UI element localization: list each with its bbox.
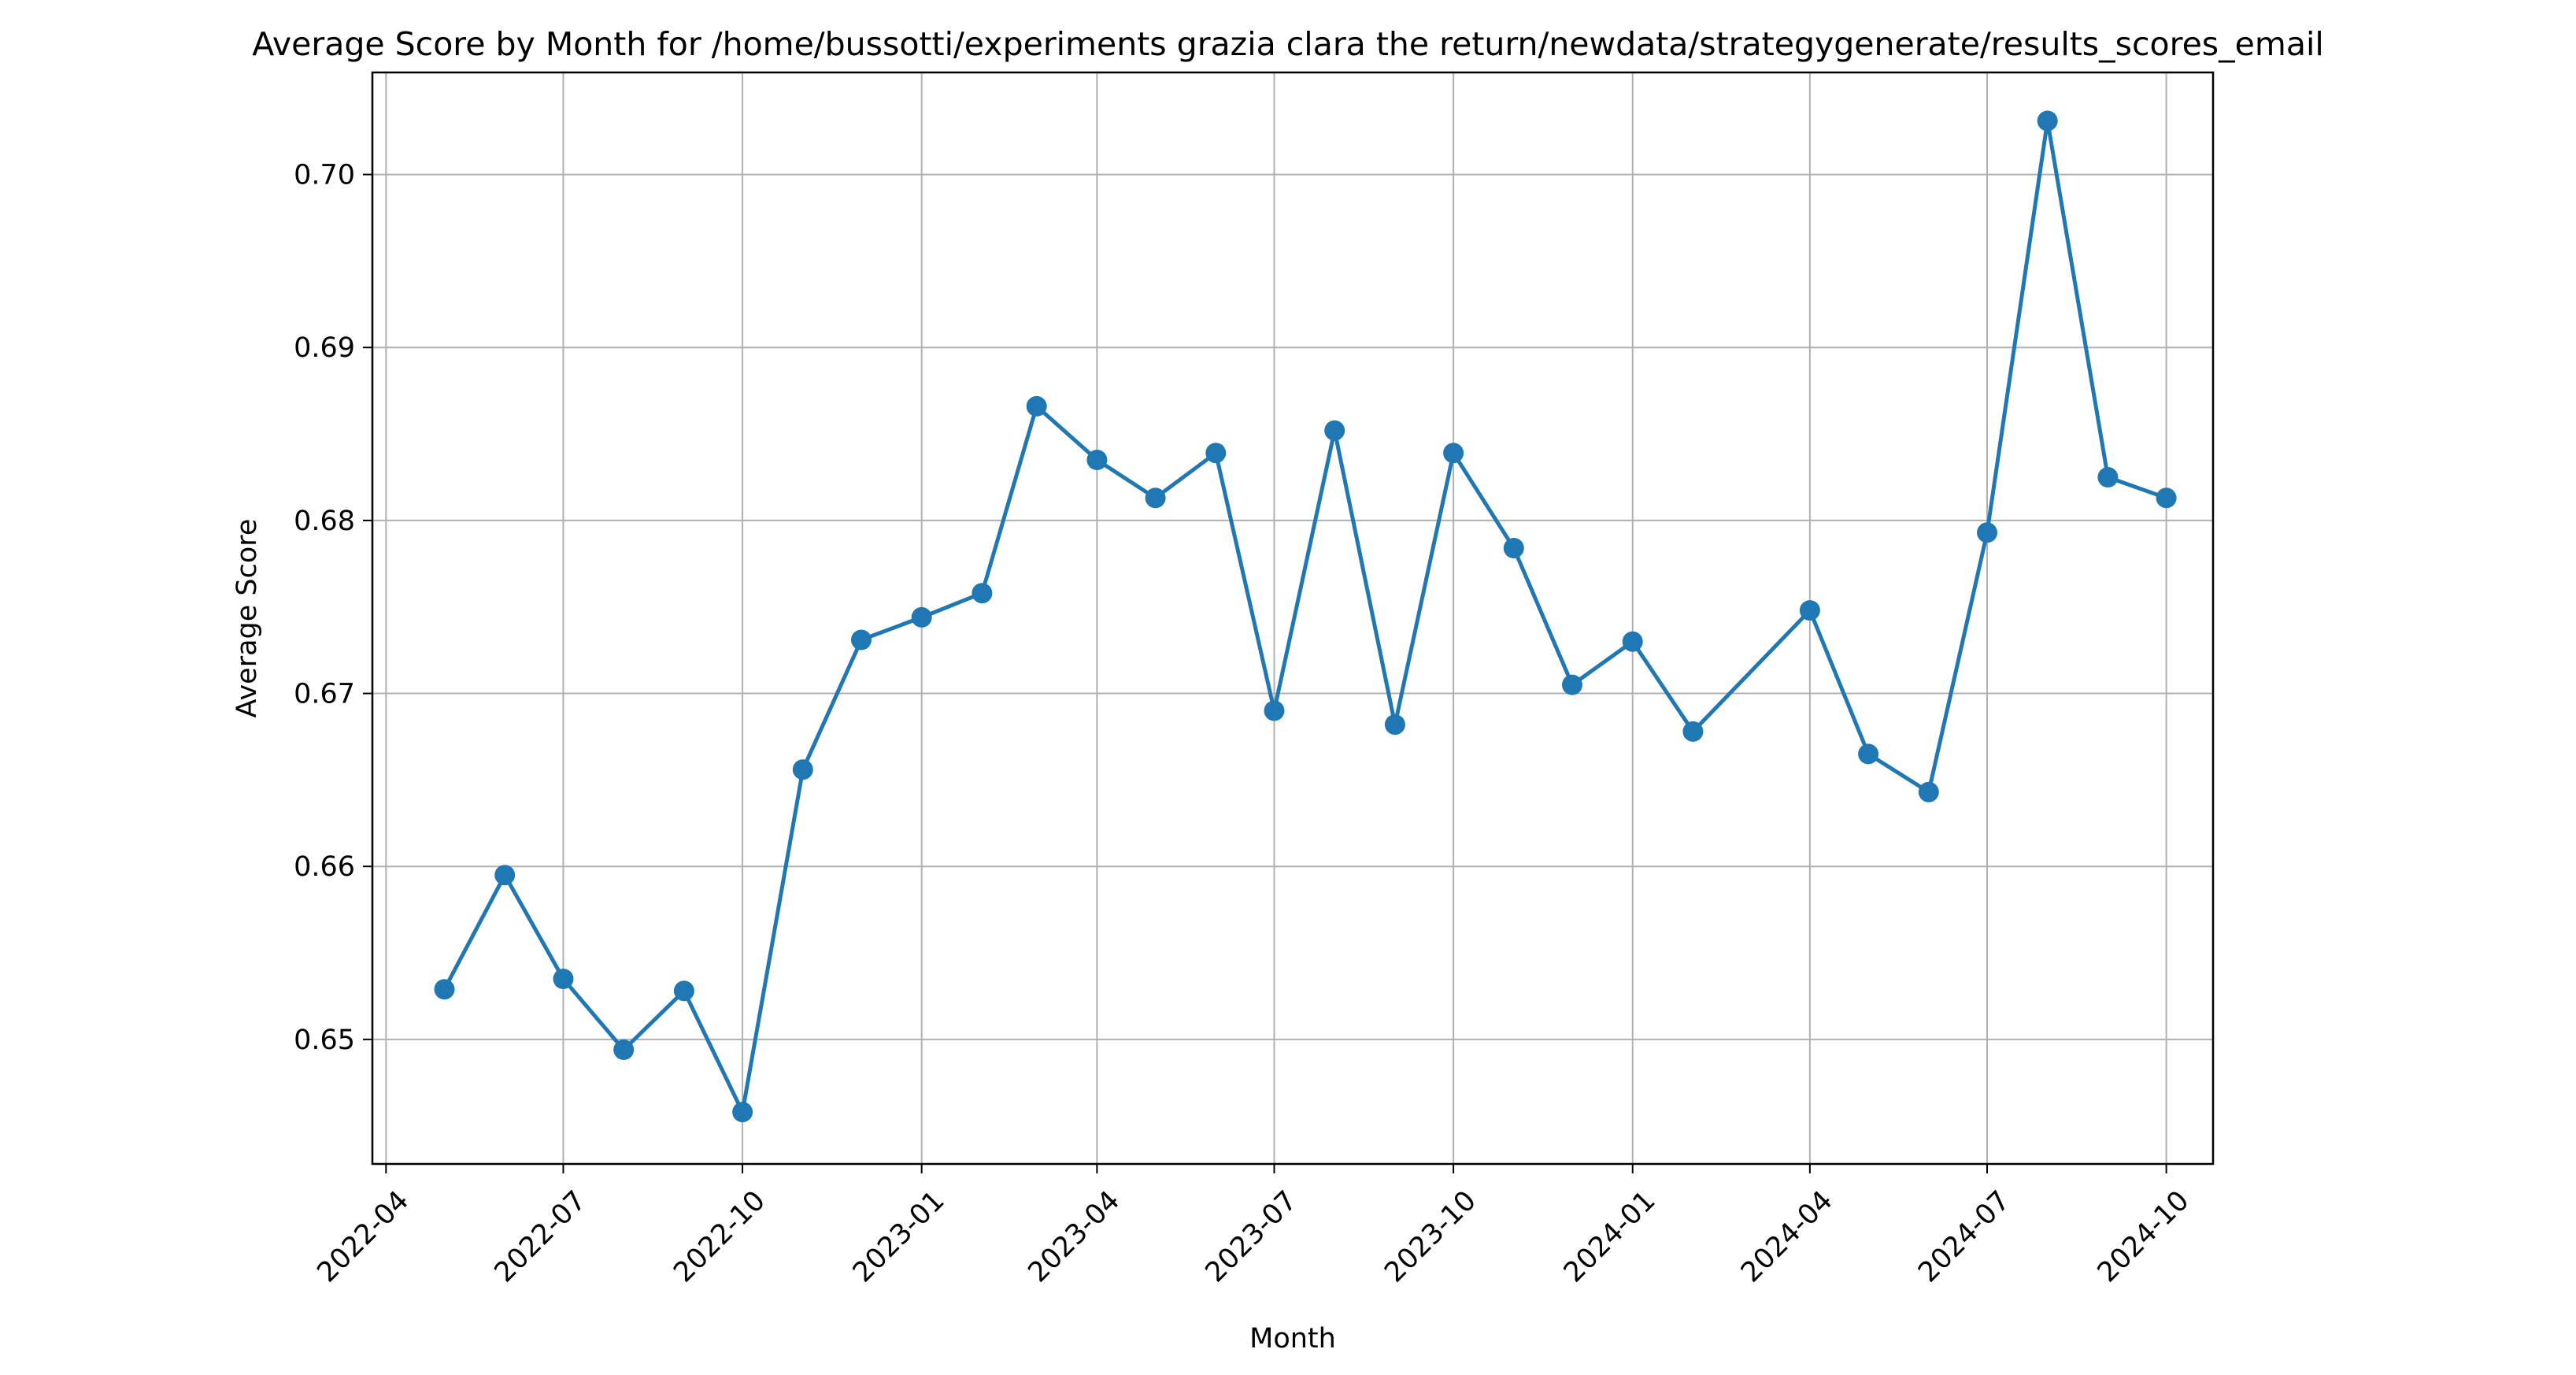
data-point (1799, 600, 1820, 621)
data-point (732, 1102, 753, 1123)
data-point (613, 1040, 635, 1060)
data-point (2097, 467, 2119, 487)
data-point (1086, 450, 1108, 470)
series-line-group (434, 110, 2177, 1123)
data-point (494, 865, 516, 886)
y-tick-label: 0.70 (294, 160, 355, 191)
data-point (911, 606, 932, 628)
data-point (1622, 631, 1643, 652)
chart-title: Average Score by Month for /home/bussott… (252, 25, 2324, 63)
y-tick-label: 0.67 (294, 679, 355, 710)
grid (372, 72, 2213, 1164)
x-axis-label: Month (1249, 1323, 1336, 1355)
data-point (1205, 443, 1227, 464)
y-axis-ticks: 0.65 0.66 0.67 0.68 0.69 0.70 (294, 160, 372, 1056)
y-tick-label: 0.66 (294, 851, 355, 883)
data-point (1858, 743, 1879, 765)
data-point (972, 583, 993, 604)
data-point (1562, 674, 1582, 695)
data-point (434, 979, 455, 1000)
y-axis-label: Average Score (231, 519, 263, 718)
data-point (1264, 700, 1285, 721)
data-point (1443, 443, 1464, 464)
y-tick-label: 0.65 (294, 1025, 355, 1056)
data-point (1918, 781, 1939, 802)
data-point (1384, 714, 1405, 736)
data-point (792, 759, 813, 780)
data-point (1682, 721, 1704, 742)
data-point (553, 969, 574, 989)
y-tick-label: 0.68 (294, 506, 355, 537)
data-point (1026, 395, 1047, 417)
data-point (1145, 487, 1166, 509)
y-tick-label: 0.69 (294, 332, 355, 364)
plot-frame (371, 71, 2215, 1166)
data-point (1324, 420, 1345, 441)
data-point (2037, 110, 2058, 132)
data-point (673, 980, 694, 1002)
data-point (851, 629, 872, 650)
data-point (2156, 487, 2177, 509)
data-point (1503, 538, 1524, 558)
data-point (1977, 522, 1997, 543)
